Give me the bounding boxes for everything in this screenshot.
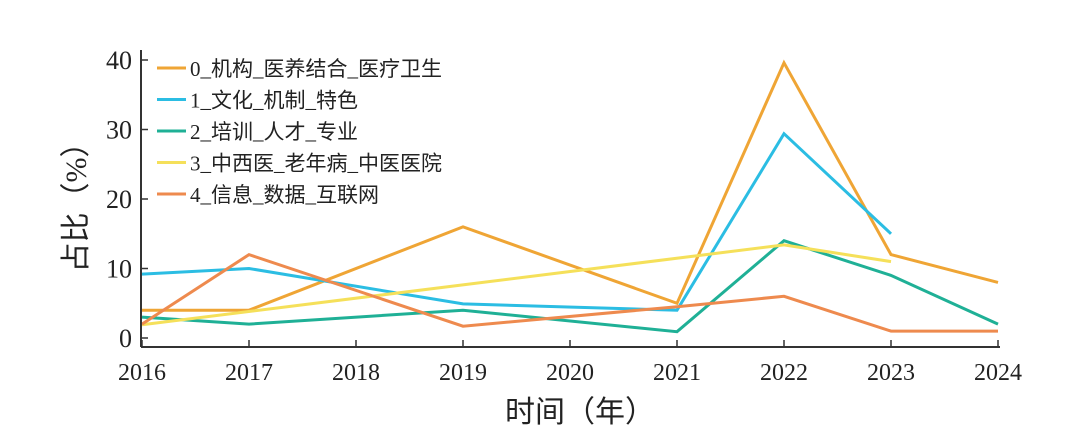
- x-tick-label: 2024: [974, 360, 1022, 386]
- legend-item-2: 2_培训_人才_专业: [157, 120, 358, 144]
- x-tick-label: 2020: [546, 360, 594, 386]
- y-tick-label: 40: [106, 46, 132, 75]
- x-tick-label: 2023: [867, 360, 915, 386]
- y-tick-label: 30: [106, 116, 132, 145]
- y-tick-label: 0: [119, 324, 132, 353]
- x-tick-label: 2017: [225, 360, 273, 386]
- legend-item-1: 1_文化_机制_特色: [157, 89, 358, 113]
- legend-label: 2_培训_人才_专业: [190, 120, 358, 144]
- series-line-3: [141, 243, 892, 327]
- legend-label: 1_文化_机制_特色: [190, 89, 358, 113]
- series-line-2: [141, 239, 999, 334]
- legend: 0_机构_医养结合_医疗卫生 1_文化_机制_特色 2_培训_人才_专业 3_中西医_…: [157, 57, 442, 207]
- series-line-1: [141, 131, 893, 312]
- legend-item-0: 0_机构_医养结合_医疗卫生: [157, 57, 442, 81]
- y-axis-label: 占比（%）: [60, 128, 93, 273]
- y-tick-label: 20: [106, 185, 132, 214]
- legend-item-3: 3_中西医_老年病_中医医院: [157, 152, 442, 176]
- y-tick-label: 10: [106, 255, 132, 284]
- x-axis-label: 时间（年）: [505, 396, 655, 429]
- ticks: 2016 2017 2018 2019 2020 2021 2022 2023 2024 0 10 2…: [106, 46, 1022, 386]
- legend-label: 4_信息_数据_互联网: [190, 183, 379, 207]
- series-line-4: [141, 252, 998, 333]
- x-tick-label: 2019: [439, 360, 487, 386]
- legend-item-4: 4_信息_数据_互联网: [157, 183, 379, 207]
- legend-label: 0_机构_医养结合_医疗卫生: [190, 57, 442, 81]
- x-tick-label: 2022: [760, 360, 808, 386]
- x-tick-label: 2021: [653, 360, 701, 386]
- legend-label: 3_中西医_老年病_中医医院: [190, 152, 442, 176]
- x-tick-label: 2016: [118, 360, 166, 386]
- x-tick-label: 2018: [332, 360, 380, 386]
- series-layer: [141, 59, 999, 334]
